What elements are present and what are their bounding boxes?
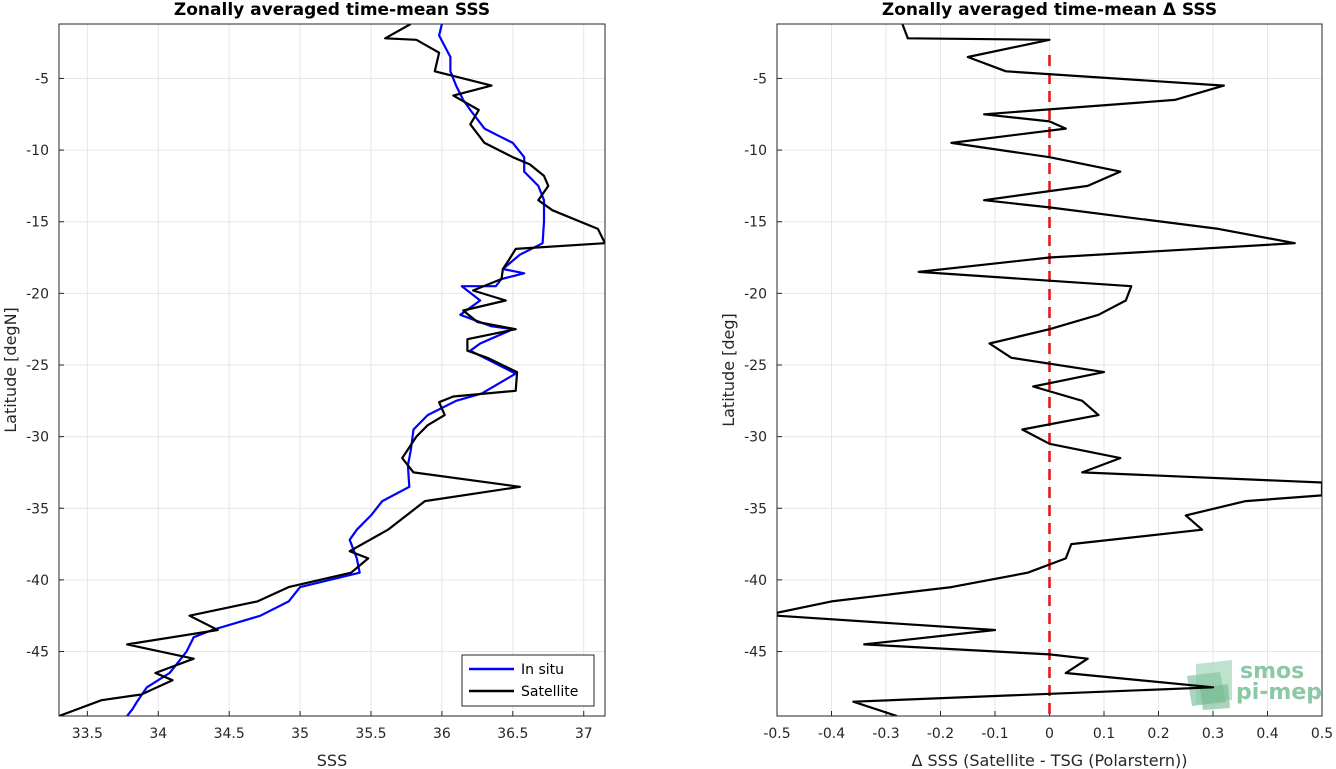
chart-title: Zonally averaged time-mean Δ SSS	[882, 0, 1217, 20]
y-tick-label: -25	[26, 358, 49, 374]
x-tick-label: 0.5	[1311, 726, 1333, 742]
y-tick-label: -10	[26, 143, 49, 159]
axes-box	[58, 23, 606, 717]
y-tick-label: -30	[744, 430, 767, 446]
data-lines	[59, 24, 605, 716]
x-tick-label: -0.4	[818, 726, 845, 742]
x-tick-label: 35.5	[355, 726, 386, 742]
legend-box	[461, 654, 595, 707]
legend-label-in-situ: In situ	[521, 662, 564, 678]
x-tick-label: 37	[575, 726, 593, 742]
chart-title: Zonally averaged time-mean SSS	[174, 0, 490, 20]
y-tick-label: -15	[26, 215, 49, 231]
x-tick-label: 36.5	[497, 726, 528, 742]
x-axis-label: SSS	[317, 751, 347, 769]
y-tick-labels: -5 -10 -15 -20 -25 -30 -35 -40 -45	[744, 71, 767, 660]
series-line-delta-sss	[777, 24, 1322, 716]
x-tick-label: -0.3	[872, 726, 899, 742]
y-tick-label: -35	[26, 501, 49, 517]
axes-box	[776, 23, 1323, 717]
y-tick-label: -15	[744, 215, 767, 231]
x-axis-label: Δ SSS (Satellite - TSG (Polarstern))	[911, 751, 1187, 769]
y-tick-label: -45	[26, 645, 49, 661]
x-tick-label: 36	[433, 726, 451, 742]
x-tick-label: -0.1	[981, 726, 1008, 742]
y-tick-label: -45	[744, 645, 767, 661]
x-tick-label: 34.5	[214, 726, 245, 742]
y-tick-labels: -5 -10 -15 -20 -25 -30 -35 -40 -45	[26, 71, 49, 660]
data-lines	[777, 24, 1322, 716]
y-tick-label: -5	[35, 71, 49, 87]
y-axis-label: Latitude [deg]	[719, 313, 738, 427]
sss-profile-panel: 33.5 34 34.5 35 35.5 36 36.5 37 -5-10-15-20-25-…	[1, 0, 606, 769]
legend: In situ Satellite	[461, 654, 595, 707]
y-tick-label: -10	[744, 143, 767, 159]
y-tick-label: -20	[744, 286, 767, 302]
plot-area	[59, 24, 605, 716]
x-tick-label: 0.3	[1202, 726, 1224, 742]
x-tick-label: 34	[149, 726, 167, 742]
x-tick-label: 33.5	[72, 726, 103, 742]
x-tick-label: -0.5	[763, 726, 790, 742]
logo-shape	[1200, 684, 1230, 710]
logo-text-pi-mep: pi-mep	[1236, 680, 1322, 705]
y-tick-label: -35	[744, 501, 767, 517]
x-tick-labels: 33.5 34 34.5 35 35.5 36 36.5 37	[72, 726, 593, 742]
y-tick-label: -5	[753, 71, 767, 87]
x-tick-label: 0.2	[1147, 726, 1169, 742]
y-tick-label: -25	[744, 358, 767, 374]
logo-text-smos: smos	[1240, 659, 1304, 684]
x-tick-label: -0.2	[927, 726, 954, 742]
x-tick-label: 0.4	[1256, 726, 1278, 742]
y-tick-label: -40	[26, 573, 49, 589]
legend-label-satellite: Satellite	[521, 684, 578, 700]
y-tick-label: -20	[26, 286, 49, 302]
x-tick-label: 0	[1045, 726, 1054, 742]
y-tick-label: -40	[744, 573, 767, 589]
series-line-satellite	[59, 24, 605, 716]
y-tick-label: -30	[26, 430, 49, 446]
y-axis-label: Latitude [degN]	[1, 307, 20, 433]
x-tick-label: 35	[291, 726, 309, 742]
x-tick-label: 0.1	[1093, 726, 1115, 742]
x-tick-labels: -0.5 -0.4 -0.3 -0.2 -0.1 0 0.1 0.2 0.3 0.4 0.5	[763, 726, 1333, 742]
